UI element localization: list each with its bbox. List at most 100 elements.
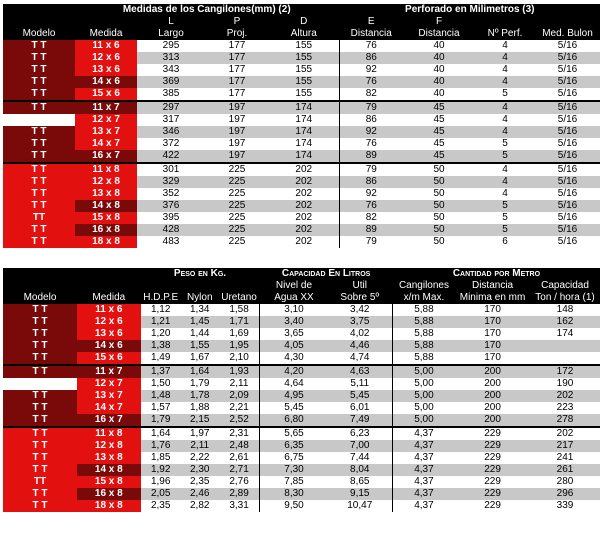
value-cell: 225 xyxy=(205,224,269,236)
value-cell: 50 xyxy=(403,224,475,236)
value-cell: 229 xyxy=(455,500,531,512)
value-cell: 76 xyxy=(338,76,403,88)
value-cell: 40 xyxy=(403,64,475,76)
value-cell: 4,37 xyxy=(391,452,456,464)
value-cell: 40 xyxy=(403,40,475,52)
value-cell: 5/16 xyxy=(535,126,601,138)
table-row: T T 11 x 8 301 225 202 79 50 4 5/16 xyxy=(3,162,601,176)
table-row: T T 14 x 6 369 177 155 76 40 4 5/16 xyxy=(3,76,601,88)
value-cell: 174 xyxy=(530,328,600,340)
value-cell: 223 xyxy=(530,402,600,414)
size-cell: 13 x 6 xyxy=(75,64,137,76)
table-row: T T 14 x 8 376 225 202 76 50 5 5/16 xyxy=(3,200,601,212)
value-cell: 5/16 xyxy=(535,114,601,126)
value-cell: 296 xyxy=(530,488,600,500)
value-cell: 4,05 xyxy=(259,340,328,352)
value-cell: 4,46 xyxy=(327,340,393,352)
col-header: Agua XX xyxy=(259,292,328,304)
model-cell: T T xyxy=(3,426,77,440)
weights-capacity-table: Peso en Kg. Capacidad En Litros Cantidad… xyxy=(3,268,600,512)
value-cell: 313 xyxy=(137,52,205,64)
value-cell: 339 xyxy=(530,500,600,512)
value-cell: 177 xyxy=(205,52,269,64)
value-cell: 202 xyxy=(269,200,339,212)
table-row: T T 14 x 6 1,38 1,55 1,95 4,05 4,46 5,88 170 xyxy=(3,340,600,352)
value-cell: 7,49 xyxy=(327,414,393,427)
letter-p: P xyxy=(233,16,241,27)
size-cell: 12 x 8 xyxy=(75,176,137,188)
value-cell: 225 xyxy=(205,212,269,224)
table-row: T T 14 x 7 372 197 174 76 45 5 5/16 xyxy=(3,138,601,150)
table-row: 12 x 7 1,50 1,79 2,11 4,64 5,11 5,00 200 190 xyxy=(3,378,600,390)
value-cell: 352 xyxy=(137,188,205,200)
model-cell: T T xyxy=(3,162,75,176)
table-row: T T 11 x 8 1,64 1,97 2,31 5,65 6,23 4,37 229 202 xyxy=(3,426,600,440)
model-cell: T T xyxy=(3,200,75,212)
value-cell: 9,15 xyxy=(327,488,393,500)
value-cell: 170 xyxy=(455,328,531,340)
size-cell: 14 x 7 xyxy=(76,402,141,414)
value-cell: 229 xyxy=(455,452,531,464)
value-cell: 1,57 xyxy=(140,402,181,414)
table2-body: T T 11 x 6 1,12 1,34 1,58 3,10 3,42 5,88 170 148 T… xyxy=(3,304,600,512)
value-cell: 4,37 xyxy=(391,488,456,500)
table2-title-row: Peso en Kg. Capacidad En Litros Cantidad… xyxy=(3,268,600,280)
value-cell: 5,65 xyxy=(259,426,328,440)
value-cell: 5/16 xyxy=(535,76,601,88)
value-cell: 229 xyxy=(455,426,531,440)
subheader: Cangilones xyxy=(391,280,456,292)
value-cell: 1,58 xyxy=(218,304,260,316)
value-cell: 8,30 xyxy=(259,488,328,500)
value-cell: 229 xyxy=(455,488,531,500)
value-cell: 4 xyxy=(475,114,535,126)
value-cell: 197 xyxy=(205,114,269,126)
value-cell: 6,01 xyxy=(327,402,393,414)
letter-f: F xyxy=(435,16,443,27)
model-cell: T T xyxy=(3,304,77,316)
size-cell: 11 x 6 xyxy=(76,304,141,316)
col-header: Sobre 5º xyxy=(340,292,380,303)
value-cell: 1,44 xyxy=(180,328,219,340)
value-cell: 8,65 xyxy=(327,476,393,488)
value-cell: 202 xyxy=(269,224,339,236)
value-cell: 1,79 xyxy=(180,378,219,390)
value-cell: 317 xyxy=(137,114,205,126)
value-cell: 225 xyxy=(205,176,269,188)
value-cell: 5,88 xyxy=(391,340,456,352)
value-cell: 45 xyxy=(403,114,475,126)
size-cell: 15 x 6 xyxy=(76,352,141,365)
table-row: T T 11 x 7 1,37 1,64 1,93 4,20 4,63 5,00 200 172 xyxy=(3,364,600,378)
value-cell: 155 xyxy=(269,64,339,76)
col-header: Uretano xyxy=(221,292,257,303)
model-cell: TT xyxy=(3,476,77,488)
size-cell: 13 x 7 xyxy=(75,126,137,138)
dimensions-table: Medidas de los Cangilones(mm) (2) Perfor… xyxy=(3,4,601,248)
value-cell: 170 xyxy=(455,304,531,316)
col-header: Largo xyxy=(158,28,184,39)
value-cell: 1,85 xyxy=(140,452,181,464)
col-header: Medida xyxy=(89,28,123,39)
size-cell: 14 x 7 xyxy=(75,138,137,150)
value-cell: 202 xyxy=(269,176,339,188)
value-cell: 1,79 xyxy=(140,414,181,427)
value-cell: 162 xyxy=(530,316,600,328)
value-cell: 2,22 xyxy=(180,452,219,464)
value-cell xyxy=(530,340,600,352)
value-cell: 422 xyxy=(137,150,205,163)
model-cell xyxy=(3,378,77,390)
value-cell: 395 xyxy=(137,212,205,224)
col-header: Medida xyxy=(92,292,126,303)
table2-subheader-row: Nivel de Util Cangilones Distancia Capac… xyxy=(3,280,600,292)
model-cell: T T xyxy=(3,236,75,248)
model-cell: TT xyxy=(3,212,75,224)
size-cell: 13 x 7 xyxy=(76,390,141,402)
model-cell: T T xyxy=(3,464,77,476)
size-cell: 12 x 7 xyxy=(75,114,137,126)
value-cell: 174 xyxy=(269,138,339,150)
table-row: T T 15 x 6 1,49 1,67 2,10 4,30 4,74 5,88 170 xyxy=(3,352,600,365)
table-row: T T 16 x 8 2,05 2,46 2,89 8,30 9,15 4,37 229 296 xyxy=(3,488,600,500)
value-cell: 4,37 xyxy=(391,426,456,440)
model-cell: T T xyxy=(3,100,75,114)
value-cell: 2,48 xyxy=(218,440,260,452)
value-cell: 50 xyxy=(403,176,475,188)
